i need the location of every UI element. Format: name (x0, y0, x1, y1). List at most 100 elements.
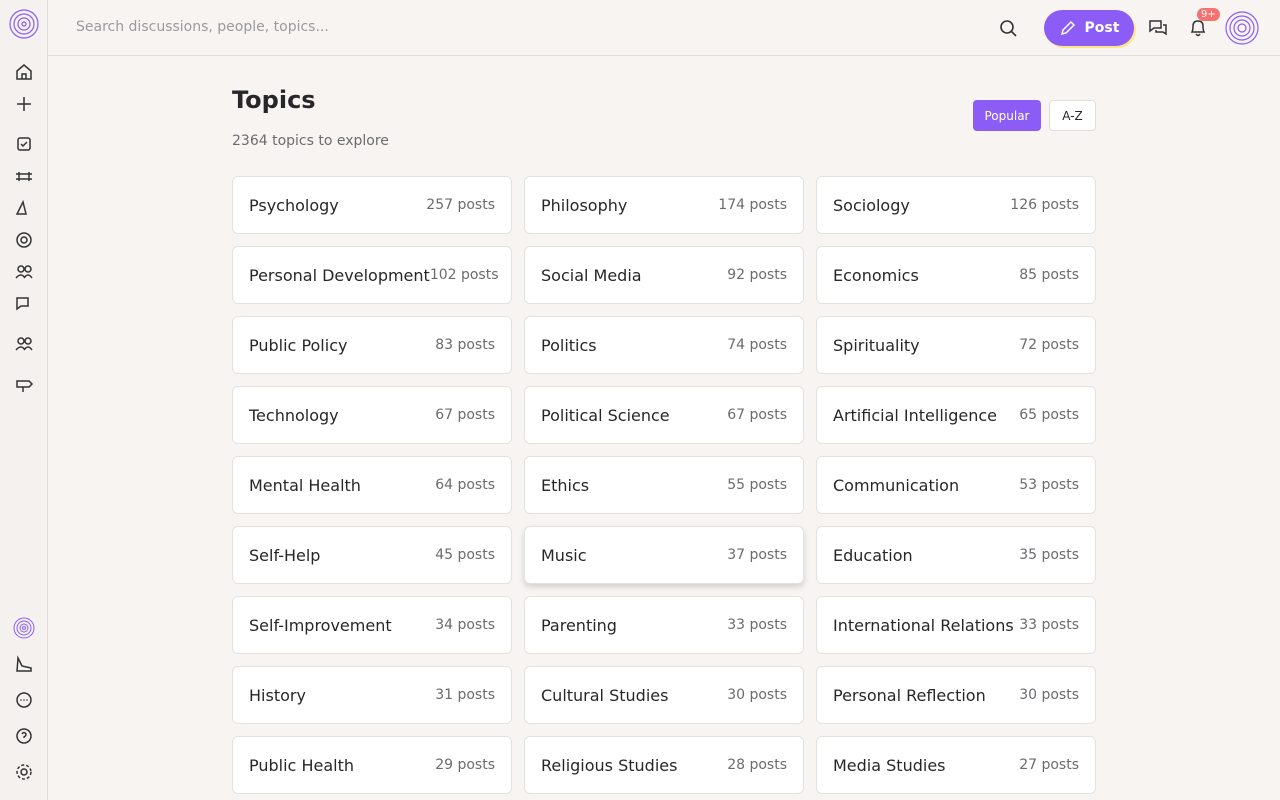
topic-card[interactable]: Political Science 67 posts (524, 386, 804, 444)
bridge-icon[interactable] (14, 166, 34, 186)
topic-post-count: 45 posts (435, 547, 495, 563)
post-label: Post (1084, 20, 1120, 36)
topic-post-count: 126 posts (1010, 197, 1079, 213)
topic-card[interactable]: History 31 posts (232, 666, 512, 724)
search-input[interactable]: Search discussions, people, topics... (76, 19, 329, 35)
search-icon[interactable] (998, 18, 1018, 38)
topic-post-count: 27 posts (1019, 757, 1079, 773)
topic-name: Philosophy (541, 195, 628, 215)
people-icon[interactable] (14, 262, 34, 282)
topic-name: Mental Health (249, 475, 361, 495)
topic-card[interactable]: Philosophy 174 posts (524, 176, 804, 234)
topic-post-count: 85 posts (1019, 267, 1079, 283)
groups-icon[interactable] (14, 334, 34, 354)
topic-name: Personal Reflection (833, 685, 986, 705)
page-subtitle: 2364 topics to explore (232, 133, 389, 149)
pencil-icon (1060, 20, 1075, 36)
sidebar (0, 0, 48, 800)
topic-card[interactable]: Economics 85 posts (816, 246, 1096, 304)
topic-post-count: 92 posts (727, 267, 787, 283)
sort-az[interactable]: A-Z (1049, 100, 1096, 131)
topic-card[interactable]: Sociology 126 posts (816, 176, 1096, 234)
topic-name: Social Media (541, 265, 642, 285)
topic-card[interactable]: Self-Improvement 34 posts (232, 596, 512, 654)
page-title: Topics (232, 86, 316, 114)
topic-post-count: 37 posts (727, 547, 787, 563)
topic-card[interactable]: Communication 53 posts (816, 456, 1096, 514)
topic-card[interactable]: Public Policy 83 posts (232, 316, 512, 374)
topic-post-count: 30 posts (1019, 687, 1079, 703)
bell-icon[interactable] (1188, 18, 1208, 38)
topic-card[interactable]: Cultural Studies 30 posts (524, 666, 804, 724)
topic-card[interactable]: Social Media 92 posts (524, 246, 804, 304)
topic-card[interactable]: Psychology 257 posts (232, 176, 512, 234)
topic-post-count: 67 posts (435, 407, 495, 423)
topic-name: Ethics (541, 475, 590, 495)
top-bar: Search discussions, people, topics... Po… (48, 0, 1280, 56)
topic-name: Cultural Studies (541, 685, 669, 705)
avatar[interactable] (1224, 10, 1260, 46)
topic-post-count: 174 posts (718, 197, 787, 213)
topic-name: Technology (249, 405, 339, 425)
target-icon[interactable] (14, 230, 34, 250)
topic-name: History (249, 685, 306, 705)
sort-popular[interactable]: Popular (973, 100, 1041, 131)
topic-name: Economics (833, 265, 919, 285)
topic-card[interactable]: Religious Studies 28 posts (524, 736, 804, 794)
topic-name: Parenting (541, 615, 617, 635)
topic-card[interactable]: Media Studies 27 posts (816, 736, 1096, 794)
topic-post-count: 102 posts (429, 267, 499, 283)
topic-name: Public Policy (249, 335, 348, 355)
topic-name: Communication (833, 475, 960, 495)
home-icon[interactable] (14, 62, 34, 82)
topic-post-count: 74 posts (727, 337, 787, 353)
topic-post-count: 29 posts (435, 757, 495, 773)
topic-card[interactable]: Personal Development 102 posts (232, 246, 512, 304)
topic-name: Music (541, 545, 587, 565)
topic-card[interactable]: Public Health 29 posts (232, 736, 512, 794)
topic-name: Sociology (833, 195, 910, 215)
chat-icon[interactable] (14, 294, 34, 314)
topic-post-count: 28 posts (727, 757, 787, 773)
topic-post-count: 72 posts (1019, 337, 1079, 353)
topic-card[interactable]: International Relations 33 posts (816, 596, 1096, 654)
topic-name: Religious Studies (541, 755, 678, 775)
sign-icon[interactable] (14, 374, 34, 394)
topic-post-count: 55 posts (727, 477, 787, 493)
topic-card[interactable]: Self-Help 45 posts (232, 526, 512, 584)
topic-post-count: 65 posts (1019, 407, 1079, 423)
topic-card[interactable]: Artificial Intelligence 65 posts (816, 386, 1096, 444)
feedback-icon[interactable] (14, 690, 34, 710)
messages-icon[interactable] (1148, 18, 1168, 38)
topic-post-count: 67 posts (727, 407, 787, 423)
topic-card[interactable]: Technology 67 posts (232, 386, 512, 444)
topic-card[interactable]: Music 37 posts (524, 526, 804, 584)
notification-badge: 9+ (1197, 8, 1220, 21)
shoe-icon[interactable] (14, 654, 34, 674)
topic-card[interactable]: Spirituality 72 posts (816, 316, 1096, 374)
topic-card[interactable]: Parenting 33 posts (524, 596, 804, 654)
help-icon[interactable] (14, 726, 34, 746)
topic-post-count: 31 posts (435, 687, 495, 703)
profile-icon[interactable] (12, 616, 36, 640)
new-icon[interactable] (14, 94, 34, 114)
topic-card[interactable]: Mental Health 64 posts (232, 456, 512, 514)
topic-name: Psychology (249, 195, 339, 215)
calendar-icon[interactable] (14, 134, 34, 154)
logo[interactable] (8, 8, 40, 40)
topic-card[interactable]: Politics 74 posts (524, 316, 804, 374)
shapes-icon[interactable] (14, 198, 34, 218)
topic-post-count: 53 posts (1019, 477, 1079, 493)
topic-post-count: 33 posts (727, 617, 787, 633)
topic-card[interactable]: Ethics 55 posts (524, 456, 804, 514)
topic-card[interactable]: Education 35 posts (816, 526, 1096, 584)
topic-name: Artificial Intelligence (833, 405, 997, 425)
topic-name: Self-Help (249, 545, 321, 565)
settings-icon[interactable] (14, 762, 34, 782)
post-button[interactable]: Post (1044, 10, 1134, 46)
topic-post-count: 83 posts (435, 337, 495, 353)
topic-post-count: 64 posts (435, 477, 495, 493)
topic-name: Public Health (249, 755, 354, 775)
topic-card[interactable]: Personal Reflection 30 posts (816, 666, 1096, 724)
